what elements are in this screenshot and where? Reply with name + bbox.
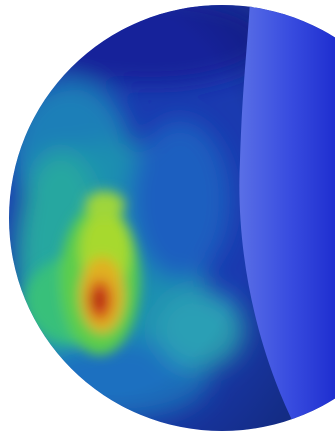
cut-face (239, 5, 335, 431)
